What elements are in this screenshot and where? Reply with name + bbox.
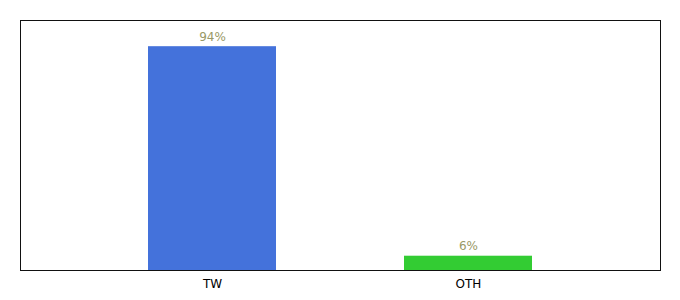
svg-text:TW: TW: [202, 277, 222, 291]
svg-text:6%: 6%: [459, 239, 478, 253]
svg-text:OTH: OTH: [456, 277, 482, 291]
svg-text:94%: 94%: [199, 30, 226, 44]
